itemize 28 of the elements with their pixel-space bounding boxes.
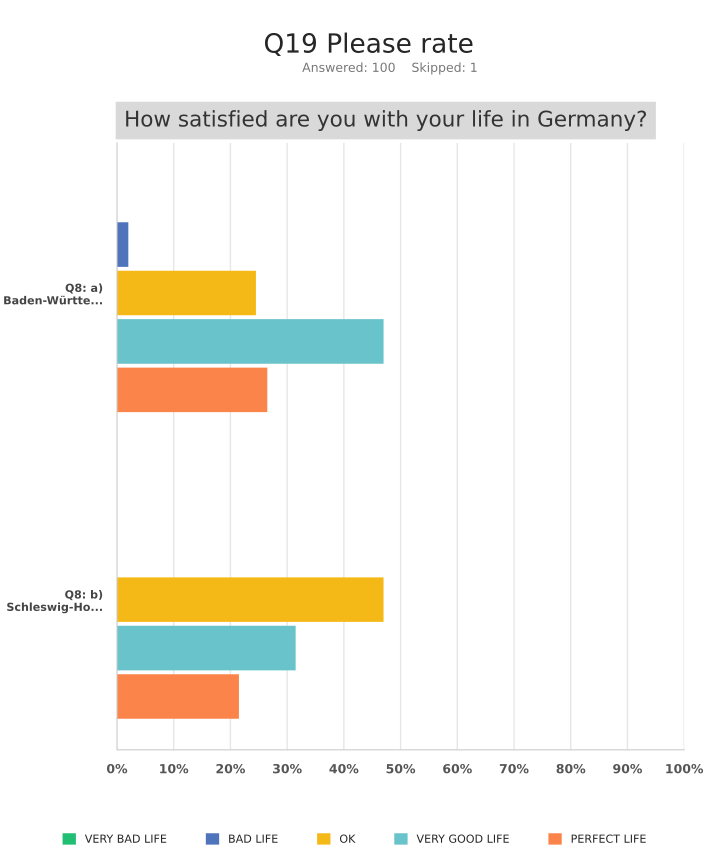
- bar: [116, 368, 268, 412]
- x-tick-label: 100%: [666, 764, 704, 774]
- legend-label: OK: [340, 834, 356, 843]
- x-tick-label: 70%: [500, 764, 529, 774]
- x-tick-label: 60%: [443, 764, 472, 774]
- y-tick-label: Q8: b) Schleswig-Ho...: [7, 590, 102, 614]
- x-tick-label: 0%: [106, 764, 128, 774]
- x-tick-label: 20%: [216, 764, 245, 774]
- bar: [116, 319, 384, 364]
- x-tick-label: 80%: [556, 764, 586, 774]
- chart-title: Q19 Please rate: [264, 32, 472, 56]
- bar: [116, 270, 256, 316]
- bar: [116, 577, 384, 622]
- x-tick-label: 10%: [160, 764, 188, 774]
- legend-label: PERFECT LIFE: [572, 834, 646, 843]
- chart-subtitle: How satisfied are you with your life in Germany?: [126, 110, 646, 131]
- x-tick-label: 50%: [386, 764, 416, 774]
- bar: [116, 626, 296, 670]
- x-tick-label: 30%: [273, 764, 302, 774]
- legend-label: VERY BAD LIFE: [84, 834, 166, 843]
- bar: [116, 674, 239, 719]
- x-tick-label: 90%: [613, 764, 642, 774]
- x-tick-label: 40%: [329, 764, 358, 774]
- text: Answered: 100 Skipped: 1: [302, 62, 477, 74]
- bar: [116, 222, 128, 267]
- legend-label: VERY GOOD LIFE: [416, 834, 509, 843]
- legend-label: BAD LIFE: [229, 834, 278, 843]
- y-tick-label: Q8: a) Baden-Württe...: [4, 283, 102, 304]
